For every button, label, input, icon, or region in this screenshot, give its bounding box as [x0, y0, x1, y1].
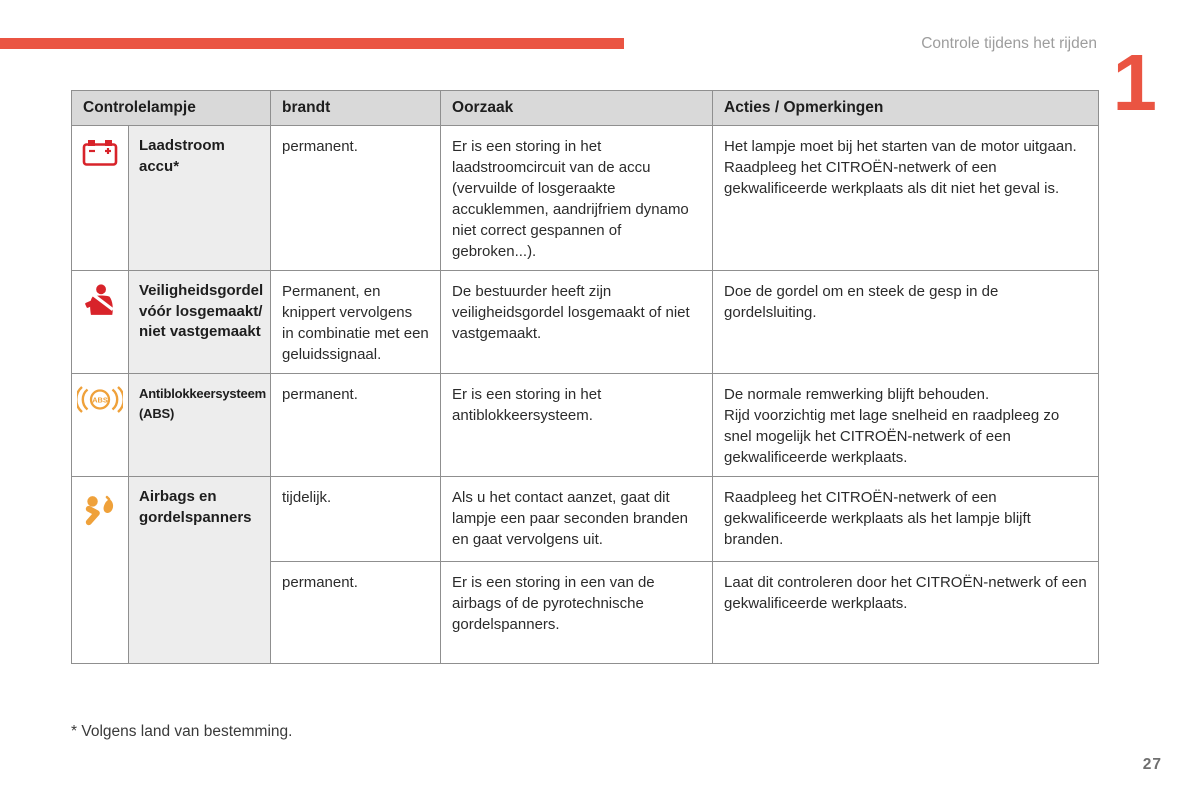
oorzaak-cell: Er is een storing in een van de airbags … — [440, 561, 714, 664]
oorzaak-cell: Als u het contact aanzet, gaat dit lampj… — [440, 476, 714, 562]
column-header-acties: Acties / Opmerkingen — [712, 90, 1100, 126]
chapter-number: 1 — [1112, 38, 1157, 127]
page-number: 27 — [1142, 756, 1162, 773]
column-header-oorzaak: Oorzaak — [440, 90, 714, 126]
table-row: Veiligheidsgordel vóór losgemaakt/ niet … — [71, 270, 1100, 374]
battery-charge-warning-icon — [82, 140, 118, 166]
seatbelt-warning-icon — [85, 284, 114, 315]
brandt-cell: tijdelijk. — [270, 476, 442, 562]
lamp-label: Airbags en gordelspanners — [127, 476, 272, 664]
icon-cell: ABS — [71, 373, 129, 477]
footnote: * Volgens land van bestemming. — [71, 723, 293, 740]
brandt-cell: permanent. — [270, 125, 442, 271]
abs-icon-text: ABS — [92, 395, 108, 404]
brandt-cell: Permanent, en knippert vervolgens in com… — [270, 270, 442, 374]
lamp-label: Veiligheidsgordel vóór losgemaakt/ niet … — [127, 270, 272, 374]
acties-cell: Laat dit controleren door het CITROËN-ne… — [712, 561, 1100, 664]
warning-lamps-table: Controlelampje brandt Oorzaak Acties / O… — [70, 90, 1100, 664]
acties-cell: Raadpleeg het CITROËN-netwerk of een gek… — [712, 476, 1100, 562]
icon-cell — [71, 476, 129, 664]
acties-cell: De normale remwerking blijft behouden. R… — [712, 373, 1100, 477]
abs-warning-icon: ABS — [77, 386, 123, 413]
icon-cell — [71, 270, 129, 374]
lamp-label: Laadstroom accu* — [127, 125, 272, 271]
acties-cell: Doe de gordel om en steek de gesp in de … — [712, 270, 1100, 374]
table-row: ABS Antiblokkeersysteem (ABS) permanent.… — [71, 373, 1100, 477]
oorzaak-cell: Er is een storing in het antiblokkeersys… — [440, 373, 714, 477]
column-header-controlelampje: Controlelampje — [70, 90, 272, 126]
oorzaak-cell: De bestuurder heeft zijn veiligheidsgord… — [440, 270, 714, 374]
running-header: Controle tijdens het rijden — [921, 35, 1097, 52]
lamp-label: Antiblokkeersysteem (ABS) — [127, 373, 272, 477]
column-header-brandt: brandt — [270, 90, 442, 126]
table-row: Airbags en gordelspanners tijdelijk. Als… — [71, 476, 1100, 664]
table-row: permanent. Er is een storing in een van … — [72, 561, 1100, 664]
icon-cell — [71, 125, 129, 271]
table-header-row: Controlelampje brandt Oorzaak Acties / O… — [70, 90, 1100, 126]
table-row: Laadstroom accu* permanent. Er is een st… — [71, 125, 1100, 271]
oorzaak-cell: Er is een storing in het laadstroomcircu… — [440, 125, 714, 271]
accent-bar — [0, 38, 624, 49]
airbag-warning-icon — [85, 495, 114, 526]
acties-cell: Het lampje moet bij het starten van de m… — [712, 125, 1100, 271]
brandt-cell: permanent. — [270, 561, 442, 664]
brandt-cell: permanent. — [270, 373, 442, 477]
